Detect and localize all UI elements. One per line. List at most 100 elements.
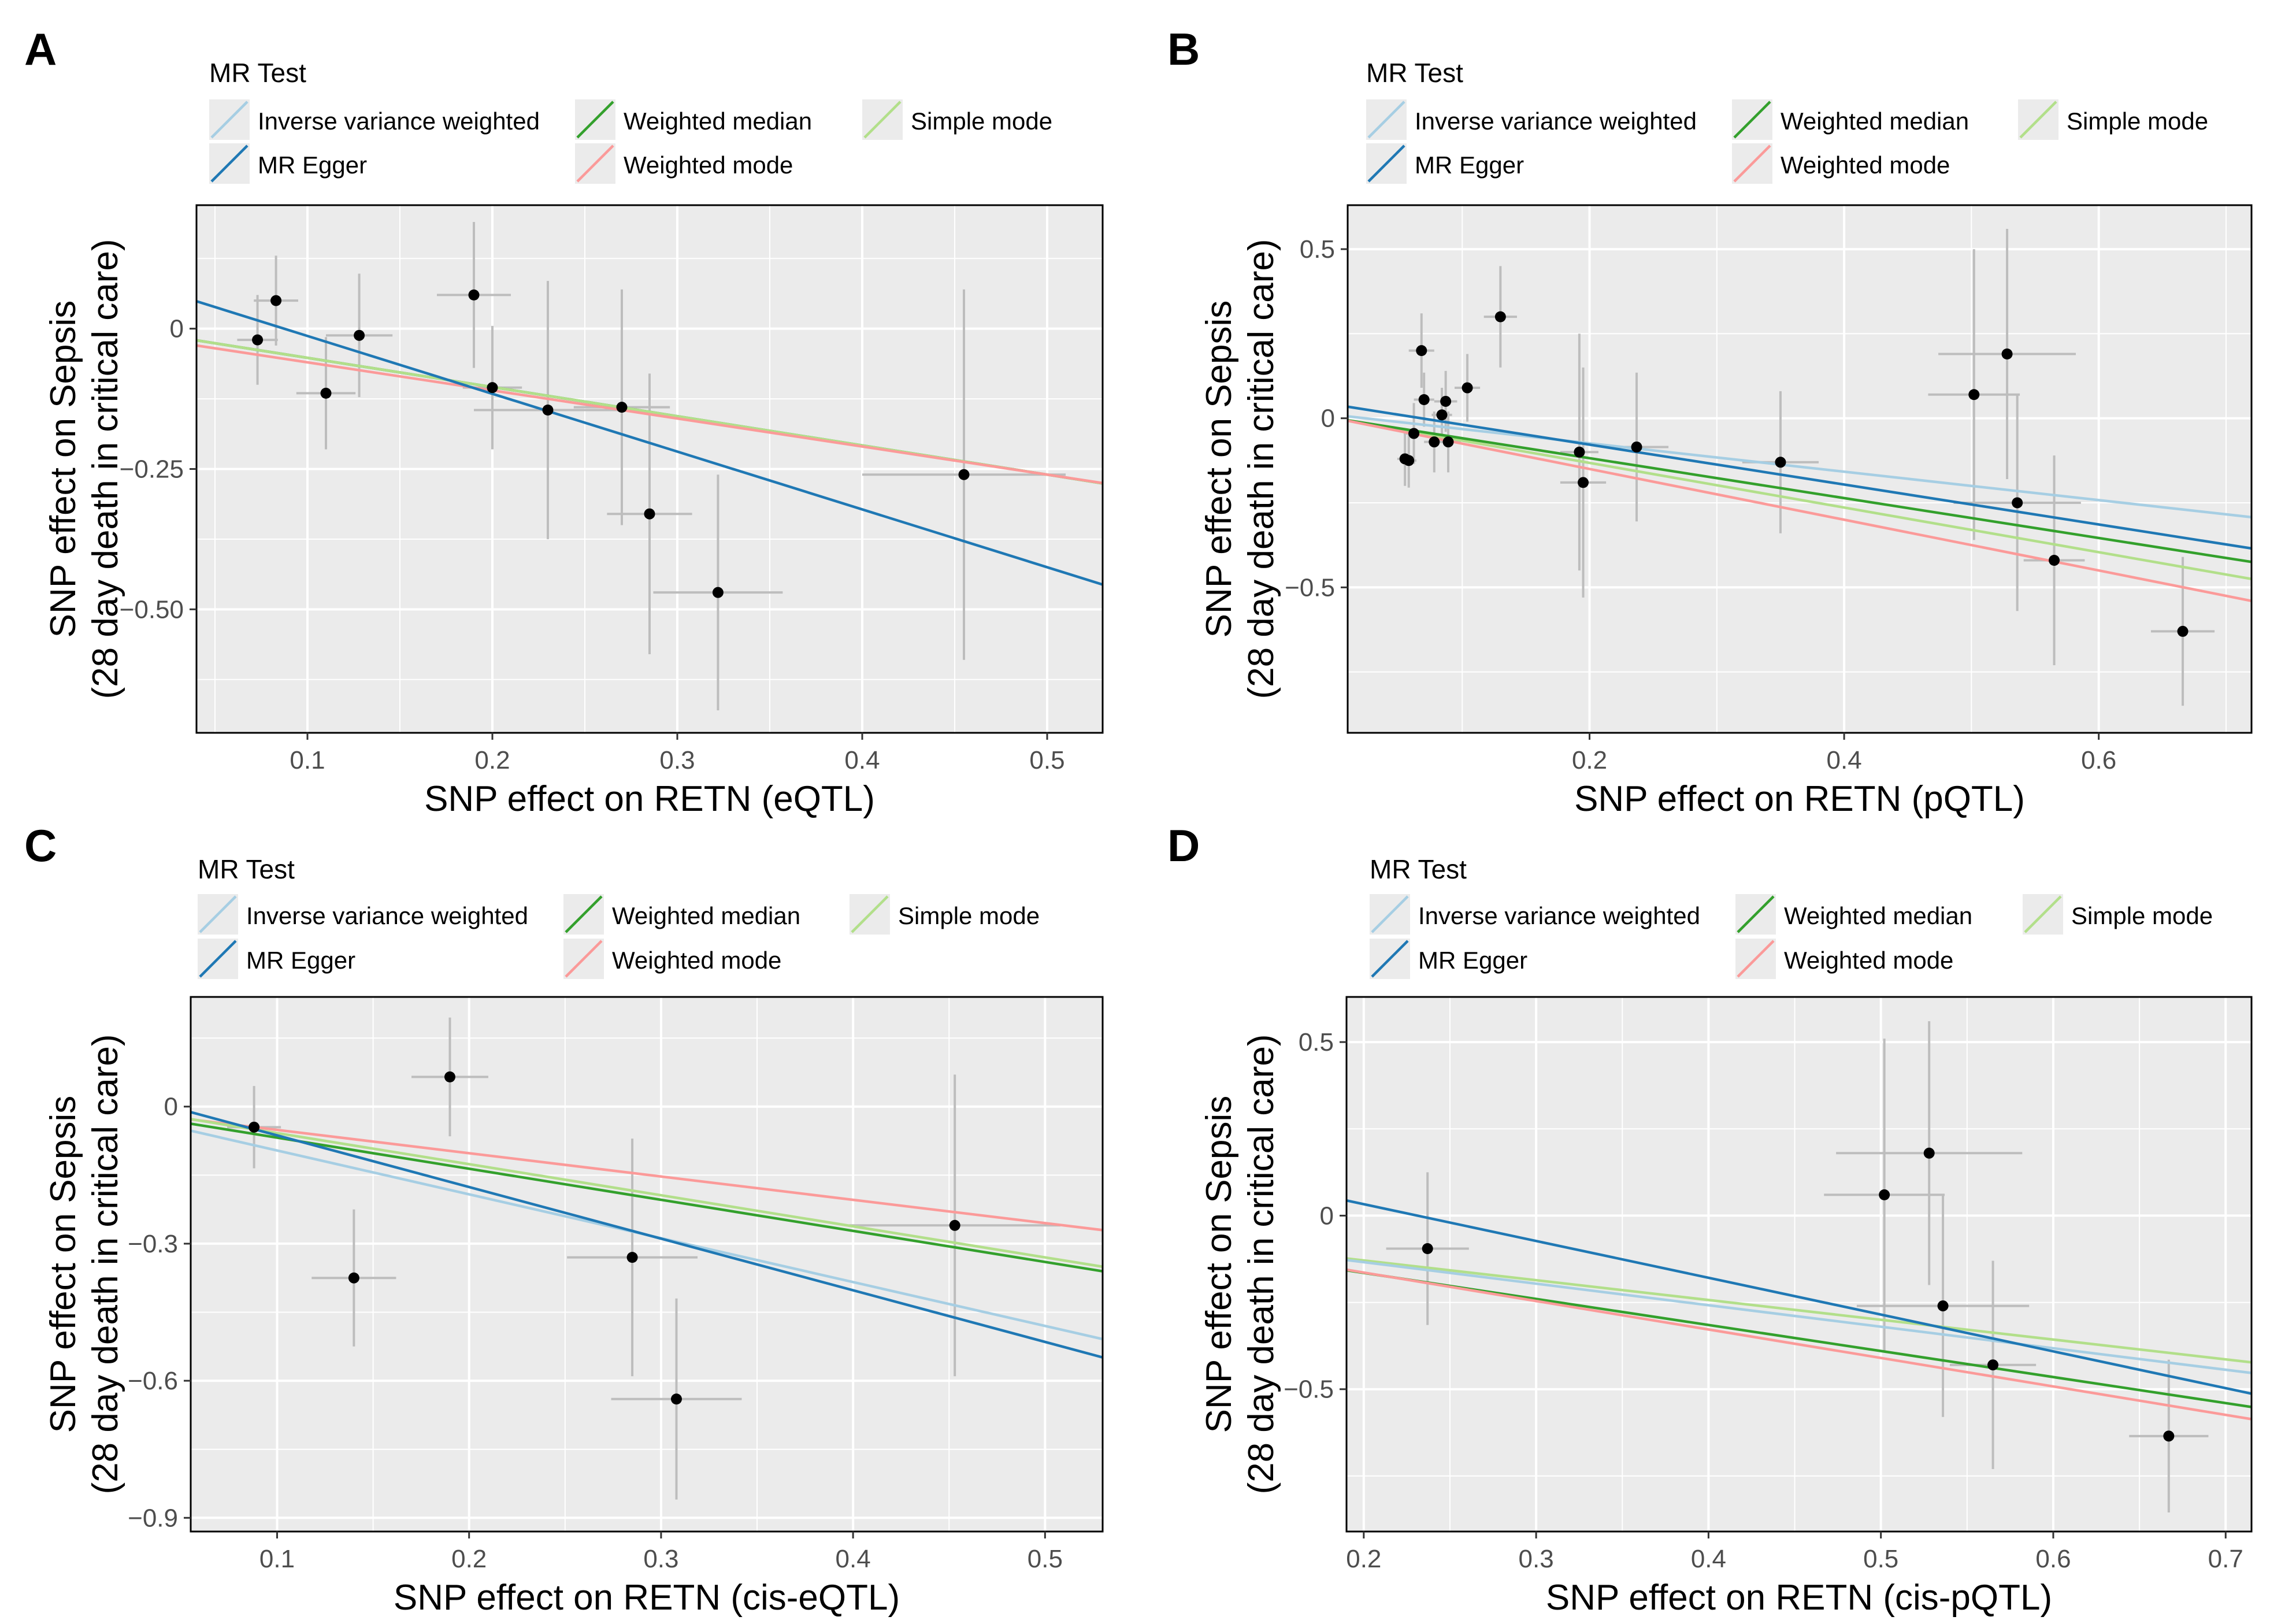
data-point [1429, 436, 1440, 448]
legend: MR Test Inverse variance weighted Weighted… [198, 854, 1040, 979]
plot-marks [196, 222, 1103, 711]
data-point [1422, 1243, 1433, 1254]
legend-label: Weighted median [1784, 902, 1972, 929]
data-point [958, 469, 970, 480]
data-point [468, 289, 480, 301]
legend-title: MR Test [1366, 58, 1463, 88]
legend-item: Weighted median [575, 99, 812, 140]
legend-item: Simple mode [850, 894, 1040, 935]
data-point [1578, 477, 1589, 488]
data-point [542, 405, 554, 416]
legend-key-line [1733, 101, 1771, 139]
legend-key-line [2019, 101, 2057, 139]
legend: MR Test Inverse variance weighted Weighted… [1370, 854, 2213, 979]
regression-line [1348, 419, 2252, 602]
x-tick-label: 0.2 [474, 746, 510, 774]
legend-label: Simple mode [898, 902, 1040, 929]
regression-line [1348, 405, 2252, 550]
legend-label: Weighted median [1781, 107, 1969, 135]
y-axis-title: (28 day death in critical care) [1241, 239, 1281, 699]
data-point [949, 1219, 960, 1231]
data-point [252, 334, 264, 346]
legend-label: Weighted mode [1784, 947, 1953, 974]
legend-key-line [1733, 144, 1771, 183]
legend-key-line [1371, 940, 1409, 978]
legend-item: Weighted median [1732, 99, 1969, 140]
y-tick-label: −0.50 [120, 595, 184, 624]
legend-key-line [863, 101, 902, 139]
y-tick-label: −0.25 [120, 455, 184, 484]
legend-item: Weighted mode [575, 143, 793, 184]
legend-key-line [210, 101, 248, 139]
panel-d: D MR Test Inverse variance weighted Weighte… [1167, 820, 2253, 1618]
data-point [1462, 382, 1473, 394]
x-tick-label: 0.1 [290, 746, 325, 774]
grid [1347, 997, 2252, 1532]
panel-label: B [1167, 24, 1200, 75]
data-point [644, 508, 655, 520]
y-axis-title: SNP effect on Sepsis [43, 301, 83, 638]
x-tick-label: 0.5 [1029, 746, 1064, 774]
data-point [1923, 1147, 1935, 1159]
data-point [2012, 497, 2023, 509]
plot-marks [191, 1017, 1103, 1500]
regression-line [1347, 1258, 2252, 1374]
legend: MR Test Inverse variance weighted Weighted… [1366, 58, 2208, 184]
data-point [712, 587, 724, 598]
legend-label: Inverse variance weighted [1418, 902, 1700, 929]
y-axis-title: (28 day death in critical care) [86, 239, 125, 699]
data-point [320, 387, 332, 399]
legend-label: Simple mode [2071, 902, 2213, 929]
regression-line [196, 344, 1103, 485]
data-point [348, 1272, 359, 1284]
legend-label: MR Egger [258, 151, 367, 179]
x-tick-label: 0.2 [1346, 1545, 1381, 1573]
data-point [1408, 428, 1420, 439]
legend-label: Weighted mode [612, 947, 781, 974]
legend-key-line [199, 895, 237, 933]
legend-item: Simple mode [2023, 894, 2213, 935]
y-axis-title: SNP effect on Sepsis [43, 1096, 83, 1433]
legend-item: Inverse variance weighted [209, 99, 540, 140]
x-tick-label: 0.2 [451, 1545, 487, 1573]
data-point [1574, 446, 1585, 458]
x-tick-label: 0.4 [836, 1545, 871, 1573]
grid [1348, 205, 2252, 733]
panel-label: A [24, 24, 57, 75]
data-point [248, 1121, 260, 1133]
x-tick-label: 0.4 [1691, 1545, 1726, 1573]
legend-label: Simple mode [911, 107, 1052, 135]
x-tick-label: 0.6 [2081, 746, 2116, 774]
y-tick-label: 0 [170, 315, 184, 343]
plot-background [1347, 997, 2252, 1532]
data-point [1494, 311, 1506, 322]
data-point [1987, 1359, 1999, 1371]
plot-background [191, 997, 1103, 1532]
panel-c: C MR Test Inverse variance weighted Weighte… [24, 820, 1104, 1618]
legend-label: Weighted median [612, 902, 800, 929]
panel-label: D [1167, 820, 1200, 871]
data-point [670, 1393, 682, 1405]
grid [196, 205, 1103, 733]
plot-border [1347, 204, 2253, 734]
legend-item: Inverse variance weighted [1370, 894, 1700, 935]
panel-a: A MR Test Inverse variance weighted Weighte… [24, 24, 1104, 819]
x-axis-title: SNP effect on RETN (pQTL) [1574, 779, 2025, 819]
y-tick-label: −0.5 [1284, 1375, 1334, 1404]
legend-item: Inverse variance weighted [1366, 99, 1697, 140]
x-axis-title: SNP effect on RETN (cis-pQTL) [1546, 1578, 2052, 1618]
x-tick-label: 0.3 [1519, 1545, 1554, 1573]
y-tick-label: 0.5 [1299, 1028, 1334, 1056]
legend-key-line [576, 101, 614, 139]
y-tick-label: 0 [1320, 1202, 1334, 1230]
x-tick-label: 0.4 [844, 746, 880, 774]
plot-border [190, 996, 1104, 1533]
plot-marks [1347, 1021, 2252, 1512]
y-axis-title: SNP effect on Sepsis [1199, 1096, 1239, 1433]
legend-label: Weighted mode [1781, 151, 1950, 179]
y-tick-label: 0 [1321, 405, 1335, 433]
y-axis-title: SNP effect on Sepsis [1199, 301, 1239, 638]
y-axis-title: (28 day death in critical care) [1241, 1034, 1281, 1494]
regression-line [1348, 415, 2252, 519]
legend-item: MR Egger [209, 143, 367, 184]
